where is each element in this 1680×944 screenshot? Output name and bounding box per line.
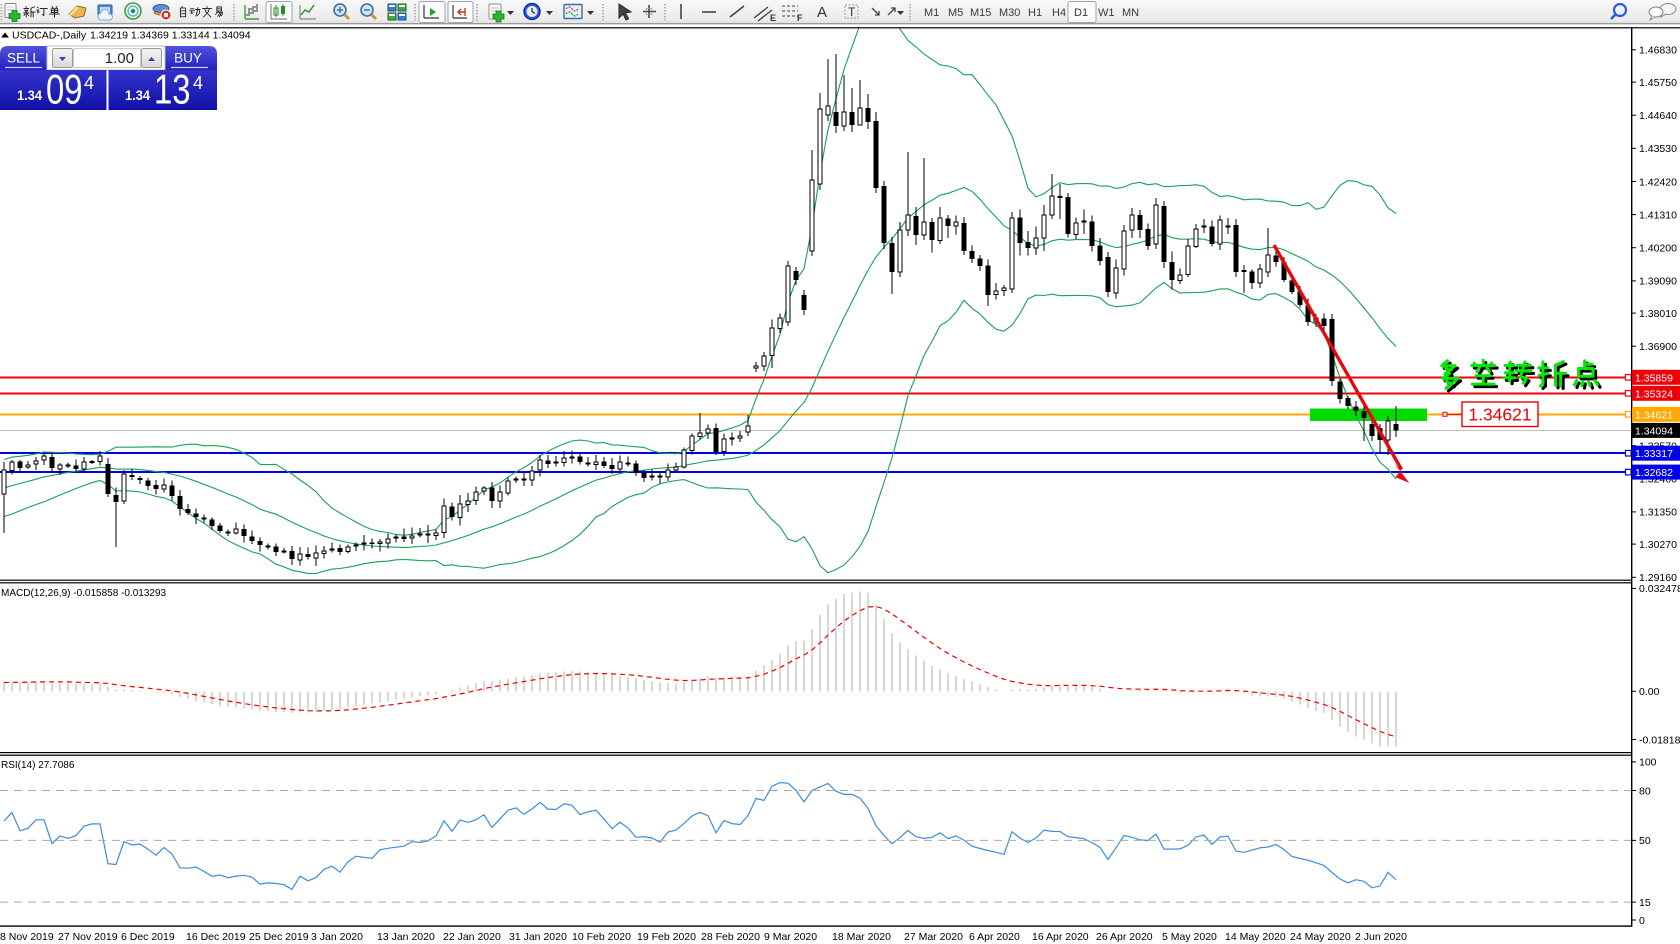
- svg-text:1.36900: 1.36900: [1639, 341, 1677, 353]
- svg-text:1.41310: 1.41310: [1639, 209, 1677, 221]
- svg-text:E: E: [770, 13, 776, 23]
- svg-text:F: F: [797, 13, 803, 23]
- svg-text:D1: D1: [1074, 7, 1088, 19]
- svg-text:0: 0: [1639, 915, 1645, 927]
- svg-text:USDCAD-,Daily: USDCAD-,Daily: [12, 30, 87, 42]
- svg-text:16 Dec 2019: 16 Dec 2019: [186, 931, 246, 943]
- svg-text:1.35859: 1.35859: [1635, 372, 1673, 384]
- svg-text:1.00: 1.00: [105, 50, 134, 67]
- svg-text:26 Apr 2020: 26 Apr 2020: [1096, 931, 1153, 943]
- svg-text:24 May 2020: 24 May 2020: [1290, 931, 1351, 943]
- svg-text:1.33317: 1.33317: [1635, 448, 1673, 460]
- svg-text:28 Feb 2020: 28 Feb 2020: [701, 931, 760, 943]
- svg-text:-0.018182: -0.018182: [1639, 734, 1680, 746]
- svg-text:MACD(12,26,9) -0.015858 -0.013: MACD(12,26,9) -0.015858 -0.013293: [1, 588, 167, 599]
- svg-text:50: 50: [1639, 835, 1651, 847]
- svg-text:0.032478: 0.032478: [1639, 583, 1680, 595]
- svg-text:SELL: SELL: [7, 51, 41, 66]
- svg-text:19 Feb 2020: 19 Feb 2020: [637, 931, 696, 943]
- svg-text:1.34094: 1.34094: [1635, 425, 1673, 437]
- svg-text:1.38010: 1.38010: [1639, 308, 1677, 320]
- svg-text:18 Mar 2020: 18 Mar 2020: [832, 931, 891, 943]
- svg-text:16 Apr 2020: 16 Apr 2020: [1032, 931, 1089, 943]
- svg-text:1.32682: 1.32682: [1635, 467, 1673, 479]
- svg-text:6 Dec 2019: 6 Dec 2019: [121, 931, 175, 943]
- svg-text:A: A: [817, 4, 827, 21]
- svg-text:1.29160: 1.29160: [1639, 572, 1677, 584]
- svg-text:100: 100: [1639, 757, 1657, 769]
- svg-text:H4: H4: [1052, 7, 1066, 19]
- svg-text:1.31350: 1.31350: [1639, 507, 1677, 519]
- svg-text:M15: M15: [970, 7, 991, 19]
- svg-text:27 Mar 2020: 27 Mar 2020: [904, 931, 963, 943]
- svg-text:1.34219 1.34369 1.33144 1.3409: 1.34219 1.34369 1.33144 1.34094: [90, 30, 251, 42]
- svg-text:1.34: 1.34: [125, 87, 150, 103]
- svg-text:M30: M30: [999, 7, 1020, 19]
- svg-text:5 May 2020: 5 May 2020: [1162, 931, 1217, 943]
- svg-text:1.46830: 1.46830: [1639, 45, 1677, 57]
- svg-text:10 Feb 2020: 10 Feb 2020: [572, 931, 631, 943]
- svg-text:13: 13: [154, 66, 191, 113]
- svg-text:1.45750: 1.45750: [1639, 77, 1677, 89]
- svg-text:1.35324: 1.35324: [1635, 388, 1673, 400]
- svg-text:H1: H1: [1028, 7, 1042, 19]
- svg-text:1.43530: 1.43530: [1639, 143, 1677, 155]
- svg-text:80: 80: [1639, 785, 1651, 797]
- svg-text:3 Jan 2020: 3 Jan 2020: [311, 931, 363, 943]
- svg-text:4: 4: [193, 73, 203, 93]
- svg-text:MN: MN: [1122, 7, 1139, 19]
- svg-text:RSI(14) 27.7086: RSI(14) 27.7086: [1, 760, 75, 771]
- svg-text:1.30270: 1.30270: [1639, 539, 1677, 551]
- svg-text:1.42420: 1.42420: [1639, 176, 1677, 188]
- svg-text:14 May 2020: 14 May 2020: [1225, 931, 1286, 943]
- svg-text:15: 15: [1639, 897, 1651, 909]
- svg-text:4: 4: [84, 73, 94, 93]
- svg-text:8 Nov 2019: 8 Nov 2019: [0, 931, 54, 943]
- svg-text:BUY: BUY: [174, 51, 202, 66]
- svg-text:09: 09: [46, 66, 83, 113]
- svg-text:9 Mar 2020: 9 Mar 2020: [764, 931, 817, 943]
- svg-text:1.39090: 1.39090: [1639, 276, 1677, 288]
- svg-text:2 Jun 2020: 2 Jun 2020: [1355, 931, 1407, 943]
- svg-text:1.34: 1.34: [17, 87, 42, 103]
- svg-text:1.44640: 1.44640: [1639, 110, 1677, 122]
- svg-text:31 Jan 2020: 31 Jan 2020: [509, 931, 567, 943]
- svg-text:W1: W1: [1098, 7, 1115, 19]
- svg-text:M1: M1: [924, 7, 939, 19]
- svg-text:27 Nov 2019: 27 Nov 2019: [58, 931, 118, 943]
- svg-text:1.34621: 1.34621: [1635, 409, 1673, 421]
- svg-text:T: T: [848, 5, 856, 19]
- svg-text:22 Jan 2020: 22 Jan 2020: [443, 931, 501, 943]
- svg-text:0.00: 0.00: [1639, 686, 1660, 698]
- svg-text:M5: M5: [948, 7, 963, 19]
- svg-text:1.34621: 1.34621: [1468, 405, 1531, 425]
- svg-text:25 Dec 2019: 25 Dec 2019: [249, 931, 309, 943]
- svg-text:13 Jan 2020: 13 Jan 2020: [377, 931, 435, 943]
- svg-text:1.40200: 1.40200: [1639, 243, 1677, 255]
- svg-text:6 Apr 2020: 6 Apr 2020: [969, 931, 1020, 943]
